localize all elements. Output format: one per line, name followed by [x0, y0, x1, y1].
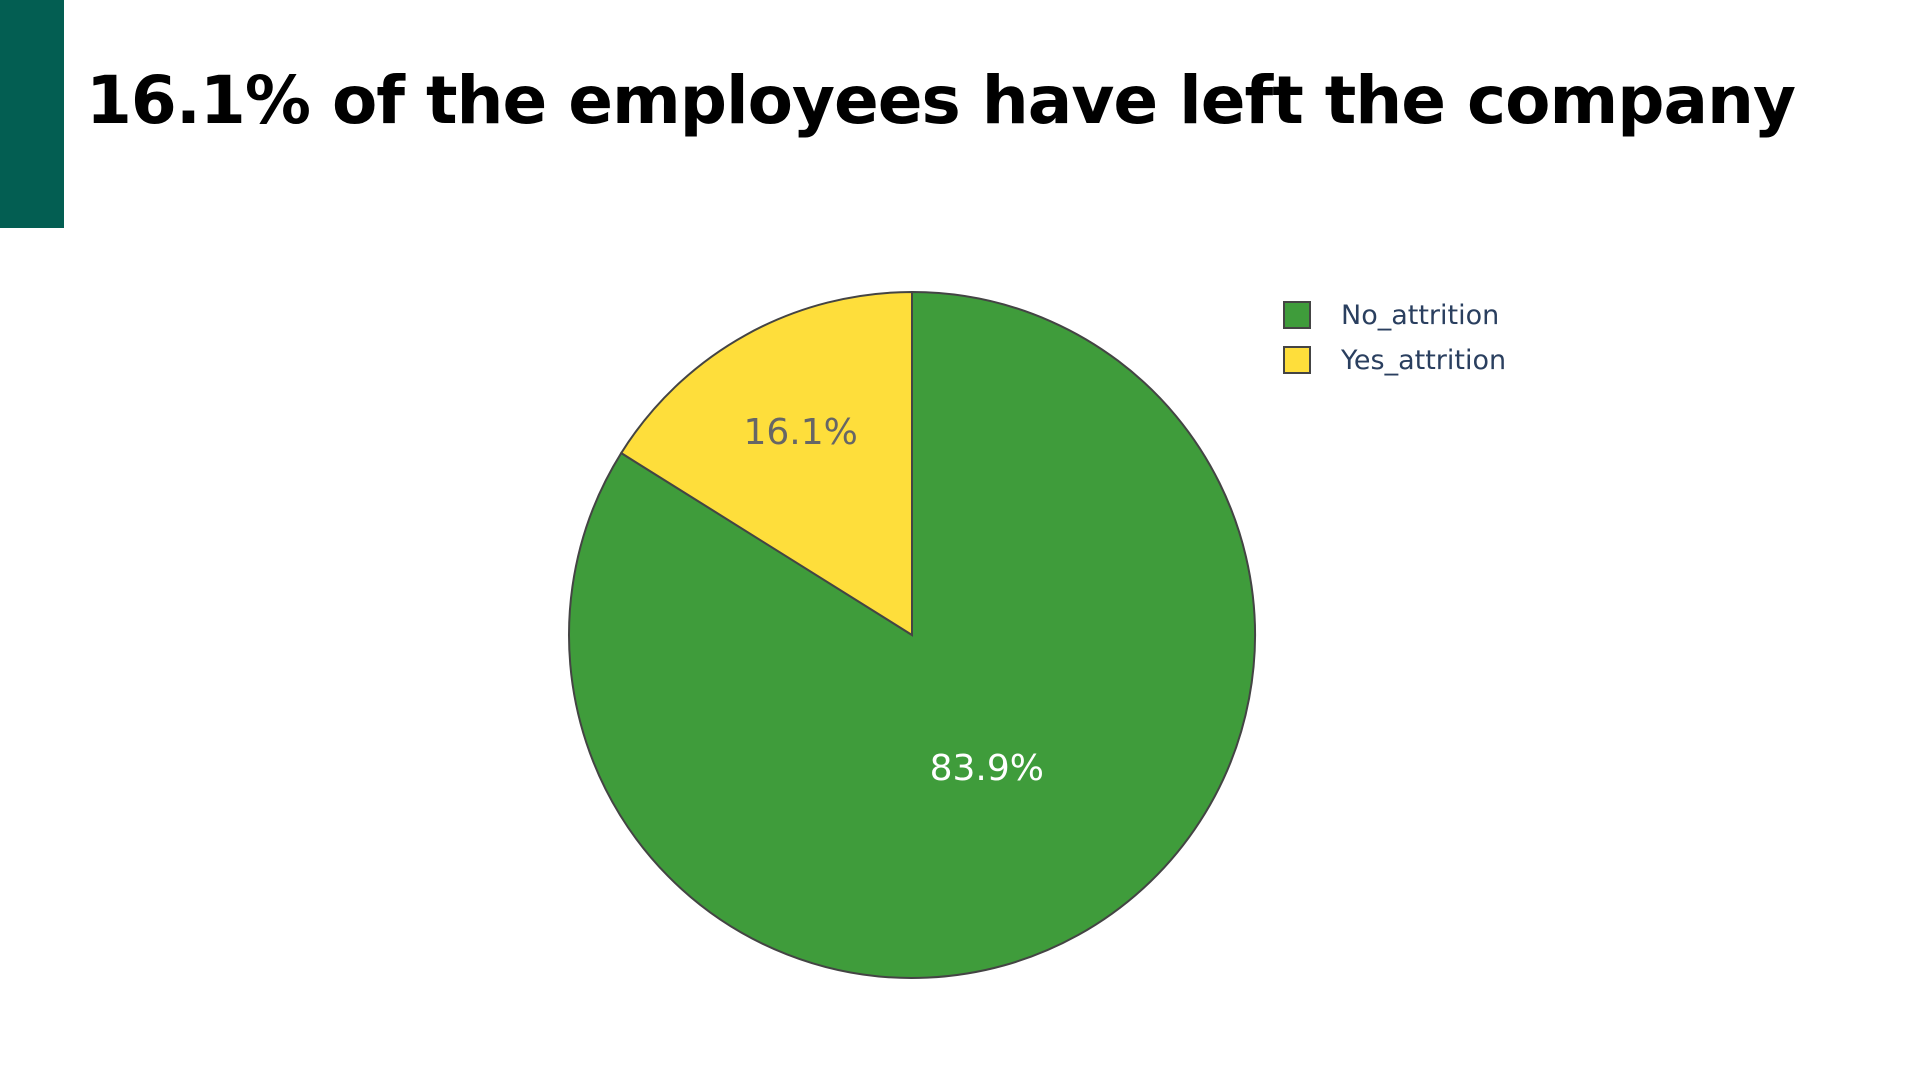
legend-label-yes-attrition: Yes_attrition	[1341, 344, 1507, 376]
chart-legend: No_attrition Yes_attrition	[1283, 300, 1506, 390]
pie-label-yes-attrition: 16.1%	[743, 412, 857, 453]
legend-swatch-yes-attrition	[1283, 346, 1311, 374]
legend-item-yes-attrition[interactable]: Yes_attrition	[1283, 344, 1507, 376]
legend-label-no-attrition: No_attrition	[1341, 299, 1500, 331]
legend-swatch-no-attrition	[1283, 301, 1311, 329]
pie-label-no-attrition: 83.9%	[930, 748, 1044, 789]
slide-title: 16.1% of the employees have left the com…	[86, 62, 1796, 139]
pie-slice-yes-attrition[interactable]	[619, 290, 913, 637]
legend-item-no-attrition[interactable]: No_attrition	[1283, 299, 1506, 331]
accent-bar	[0, 0, 64, 228]
